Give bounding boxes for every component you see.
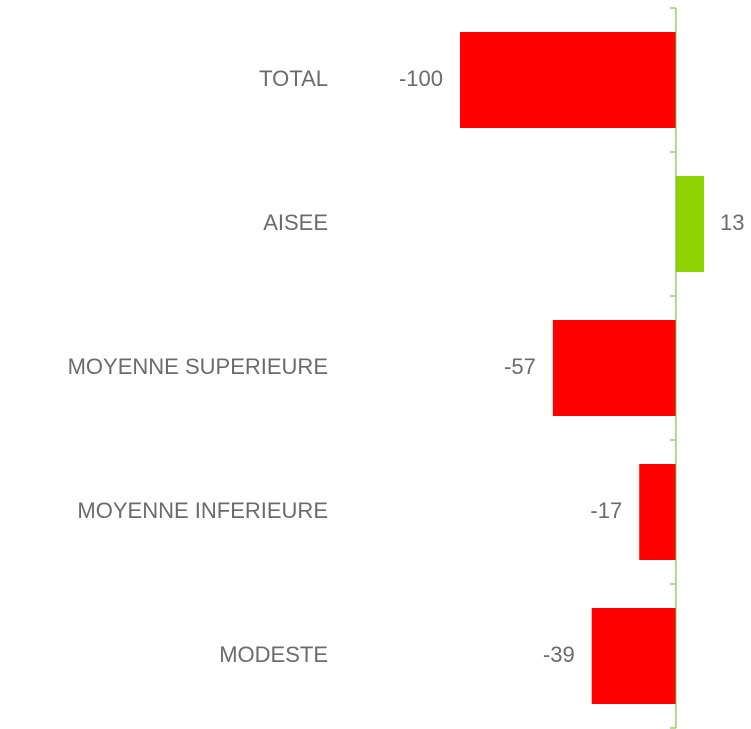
- bar: [460, 32, 676, 128]
- category-label: MOYENNE INFERIEURE: [77, 498, 328, 523]
- bar: [552, 320, 676, 416]
- category-label: MODESTE: [219, 642, 328, 667]
- value-label: 13: [720, 210, 744, 235]
- category-label: AISEE: [263, 210, 328, 235]
- bar: [591, 608, 676, 704]
- bar: [675, 176, 704, 272]
- category-label: MOYENNE SUPERIEURE: [68, 354, 328, 379]
- value-label: -100: [399, 66, 443, 91]
- category-label: TOTAL: [259, 66, 328, 91]
- bar: [639, 464, 676, 560]
- value-label: -39: [543, 642, 575, 667]
- value-label: -57: [504, 354, 536, 379]
- value-label: -17: [590, 498, 622, 523]
